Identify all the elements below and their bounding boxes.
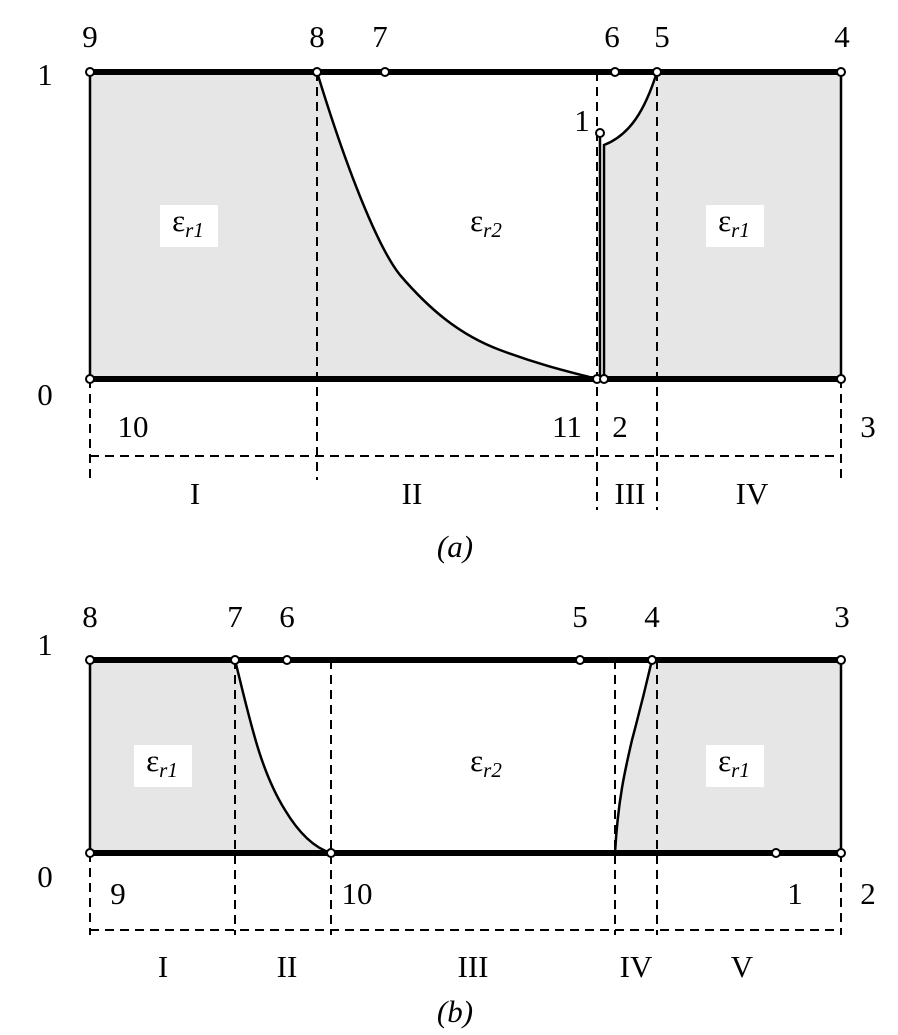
material-symbol: ε [470,203,483,238]
material-subscript: r1 [731,218,750,242]
caption: (b) [437,994,473,1029]
point-label: 7 [227,599,243,634]
curve [315,71,598,381]
region-fill [317,72,597,379]
point-label: 4 [644,599,660,634]
point-label: 3 [860,409,876,444]
region-fill [604,72,657,379]
material-label: εr1 [718,743,750,782]
material-label: εr2 [470,743,502,782]
material-symbol: ε [718,743,731,778]
point [836,848,846,858]
region-label: I [158,949,168,984]
material-box [706,745,764,787]
region-fill [235,660,331,853]
material-label: εr2 [470,203,502,242]
point [85,848,95,858]
point [575,655,585,665]
axis-label: 0 [37,859,53,894]
curve [233,659,332,855]
point-label: 9 [110,876,126,911]
point-label: 1 [574,103,590,138]
panel-a: 1 0 9 8 7 6 5 4 1 10 11 2 3 I II III IV … [37,19,876,564]
point [85,655,95,665]
point [326,848,336,858]
material-label: εr1 [718,203,750,242]
region-label: II [402,476,423,511]
point [85,374,95,384]
curve [598,71,659,379]
point [312,67,322,77]
point-label: 5 [654,19,670,54]
axis-label: 0 [37,377,53,412]
material-subscript: r2 [483,218,502,242]
point-label: 9 [82,19,98,54]
point [595,128,605,138]
point [610,67,620,77]
material-subscript: r1 [185,218,204,242]
point-label: 2 [860,876,876,911]
point-label: 10 [342,876,373,911]
region-label: IV [620,949,653,984]
point-label: 5 [572,599,588,634]
region-label: IV [736,476,769,511]
point-label: 3 [834,599,850,634]
material-box [134,745,192,787]
material-label: εr1 [172,203,204,242]
material-subscript: r1 [159,758,178,782]
material-subscript: r2 [483,758,502,782]
region-label: I [190,476,200,511]
panel-b: 1 0 8 7 6 5 4 3 9 10 1 2 I II III IV V (… [37,599,876,1029]
material-subscript: r1 [731,758,750,782]
point-label: 6 [279,599,295,634]
curve [613,659,654,854]
point-label: 8 [309,19,325,54]
point [836,67,846,77]
point-label: 1 [787,876,803,911]
region-label: II [277,949,298,984]
material-box [706,205,764,247]
point [771,848,781,858]
point-label: 11 [552,409,582,444]
material-box [160,205,218,247]
point [85,67,95,77]
point-label: 6 [604,19,620,54]
axis-label: 1 [37,57,53,92]
point [230,655,240,665]
region-label: III [615,476,646,511]
point [282,655,292,665]
point-label: 7 [372,19,388,54]
region-label: III [458,949,489,984]
point [599,374,609,384]
material-symbol: ε [172,203,185,238]
point [647,655,657,665]
point-label: 2 [612,409,628,444]
point [652,67,662,77]
material-label: εr1 [146,743,178,782]
caption: (a) [437,529,473,564]
point-label: 10 [118,409,149,444]
material-symbol: ε [470,743,483,778]
point [836,655,846,665]
material-symbol: ε [718,203,731,238]
point [836,374,846,384]
material-symbol: ε [146,743,159,778]
region-label: V [731,949,754,984]
point-label: 4 [834,19,850,54]
axis-label: 1 [37,627,53,662]
point-label: 8 [82,599,98,634]
point [380,67,390,77]
